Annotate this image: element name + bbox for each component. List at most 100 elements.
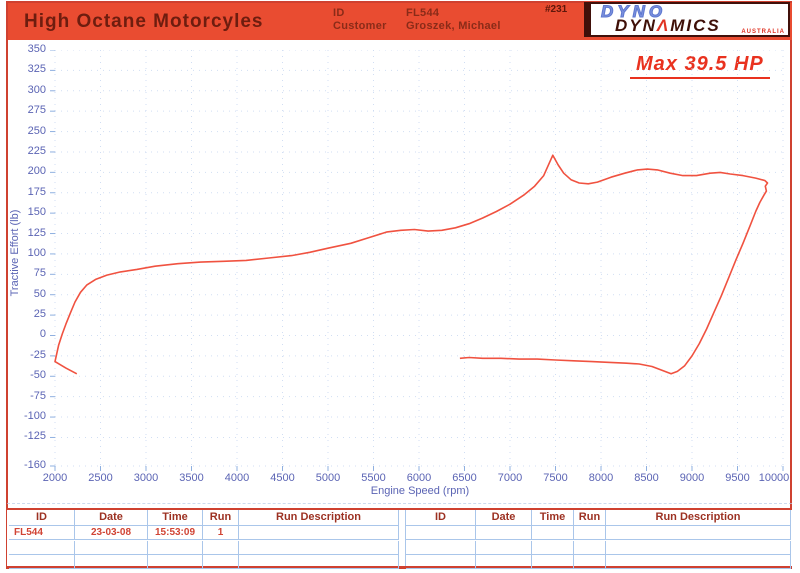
table-cell xyxy=(476,526,532,540)
x-tick-label: 9500 xyxy=(725,472,750,484)
page-border xyxy=(6,1,792,569)
x-tick-label: 3000 xyxy=(133,472,159,484)
y-tick-label: 300 xyxy=(27,83,46,96)
customer-label: Customer xyxy=(333,20,387,32)
y-tick-label: 175 xyxy=(27,185,46,198)
x-axis-title: Engine Speed (rpm) xyxy=(370,485,470,497)
table-row xyxy=(9,541,399,555)
table-cell xyxy=(476,555,532,569)
table-header-cell: Run xyxy=(203,510,239,526)
table-cell xyxy=(476,541,532,555)
table-header-cell: ID xyxy=(9,510,75,526)
id-value: FL544 xyxy=(406,7,440,19)
x-tick-label: 5000 xyxy=(315,472,341,484)
y-tick-label: -75 xyxy=(30,389,46,402)
table-cell xyxy=(574,555,606,569)
y-tick-label: 0 xyxy=(39,328,46,341)
logo-word-dynamics: DYNΛMICS xyxy=(615,16,721,36)
table-header-cell: Run xyxy=(574,510,606,526)
y-tick-label: 325 xyxy=(27,63,46,76)
y-tick-label: 125 xyxy=(27,226,46,239)
logo-word-dyno: DYNO xyxy=(600,2,667,22)
run-table-left: ID Date Time Run Run Description FL544 23-03-0… xyxy=(9,510,399,569)
table-cell xyxy=(406,555,476,569)
table-cell xyxy=(532,555,574,569)
y-tick-label: -160 xyxy=(23,459,46,471)
table-cell xyxy=(203,555,239,569)
dyno-chart-plot xyxy=(50,50,784,471)
y-tick-label: 200 xyxy=(27,165,46,178)
table-row xyxy=(406,526,791,541)
x-tick-label: 5500 xyxy=(361,472,386,484)
x-tick-label: 10000 xyxy=(758,472,790,484)
table-cell: 15:53:09 xyxy=(148,526,203,540)
table-cell xyxy=(574,541,606,555)
x-tick-label: 2000 xyxy=(42,472,68,484)
table-cell xyxy=(606,541,791,555)
x-tick-label: 4500 xyxy=(270,472,295,484)
table-header-cell: Date xyxy=(75,510,148,526)
table-cell xyxy=(75,541,148,555)
table-top-dashed-line xyxy=(7,503,792,504)
logo-tagline: AUSTRALIA xyxy=(741,29,785,35)
id-label: ID xyxy=(333,7,345,19)
table-cell xyxy=(574,526,606,540)
table-header-cell: Date xyxy=(476,510,532,526)
run-table: ID Date Time Run Run Description FL544 23-03-0… xyxy=(7,508,792,569)
y-tick-label: 100 xyxy=(27,246,46,259)
table-cell xyxy=(75,555,148,569)
y-tick-label: 25 xyxy=(33,308,46,321)
y-axis-title: Tractive Effort (lb) xyxy=(9,209,21,297)
x-tick-label: 6500 xyxy=(452,472,477,484)
max-hp-annotation: Max 39.5 HP xyxy=(630,53,770,79)
table-cell xyxy=(203,541,239,555)
y-tick-label: -25 xyxy=(30,348,46,361)
y-tick-label: 250 xyxy=(27,124,46,137)
table-header-cell: ID xyxy=(406,510,476,526)
table-cell xyxy=(606,526,791,540)
y-tick-label: -125 xyxy=(23,430,46,443)
table-cell xyxy=(532,541,574,555)
run-table-right: ID Date Time Run Run Description xyxy=(405,510,791,569)
x-tick-label: 6000 xyxy=(406,472,432,484)
table-cell xyxy=(606,555,791,569)
dyno-dynamics-logo: DYNO DYNΛMICS AUSTRALIA xyxy=(584,2,790,37)
x-tick-label: 7500 xyxy=(543,472,568,484)
y-tick-label: 75 xyxy=(33,267,46,280)
x-tick-label: 8000 xyxy=(588,472,614,484)
y-tick-label: 350 xyxy=(27,43,46,55)
x-tick-label: 4000 xyxy=(224,472,250,484)
dyno-trace-run-1-trace xyxy=(54,154,769,375)
table-cell xyxy=(9,541,75,555)
table-cell xyxy=(406,541,476,555)
logo-dynamics-post: MICS xyxy=(670,16,721,35)
table-header-cell: Time xyxy=(148,510,203,526)
table-cell xyxy=(148,555,203,569)
table-row: FL544 23-03-08 15:53:09 1 xyxy=(9,526,399,541)
logo-red-a-triangle: Λ xyxy=(656,16,671,35)
y-tick-label: -50 xyxy=(30,369,46,382)
table-header-row: ID Date Time Run Run Description xyxy=(406,510,791,526)
table-header-cell: Run Description xyxy=(606,510,791,526)
customer-value: Groszek, Michael xyxy=(406,20,501,32)
x-tick-label: 2500 xyxy=(88,472,113,484)
table-cell xyxy=(239,555,399,569)
table-cell xyxy=(148,541,203,555)
table-cell xyxy=(239,541,399,555)
y-tick-label: 50 xyxy=(33,287,46,300)
table-header-cell: Time xyxy=(532,510,574,526)
y-tick-label: 225 xyxy=(27,144,46,157)
x-tick-label: 8500 xyxy=(634,472,659,484)
table-cell: 23-03-08 xyxy=(75,526,148,540)
table-cell xyxy=(9,555,75,569)
table-cell: FL544 xyxy=(9,526,75,540)
x-tick-label: 3500 xyxy=(179,472,204,484)
shop-name: High Octane Motorcyles xyxy=(24,11,264,32)
x-tick-label: 9000 xyxy=(679,472,705,484)
y-tick-label: 150 xyxy=(27,206,46,219)
y-tick-label: 275 xyxy=(27,104,46,117)
x-tick-label: 7000 xyxy=(497,472,523,484)
table-cell xyxy=(532,526,574,540)
table-row xyxy=(406,541,791,555)
table-cell: 1 xyxy=(203,526,239,540)
